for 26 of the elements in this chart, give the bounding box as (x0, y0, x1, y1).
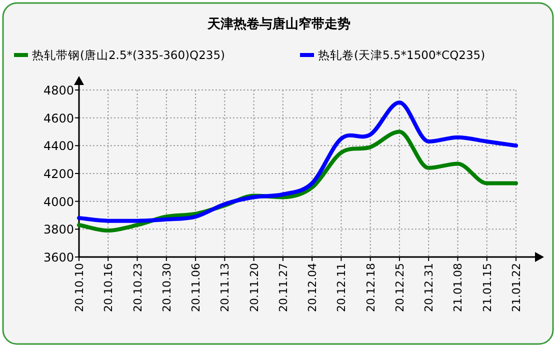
y-tick-label: 4200 (43, 167, 74, 181)
y-tick-label: 3600 (43, 250, 74, 264)
x-tick-label: 20.11.27 (276, 263, 290, 312)
x-tick-label: 20.11.20 (248, 263, 261, 312)
x-tick-label: 20.12.18 (364, 263, 378, 312)
x-tick-label: 21.01.15 (480, 263, 494, 312)
x-tick-label: 21.01.08 (452, 263, 465, 312)
x-tick-label: 20.12.31 (422, 263, 436, 312)
y-tick-label: 4400 (43, 139, 74, 154)
y-tick-label: 4800 (43, 84, 74, 98)
x-tick-label: 20.12.04 (306, 263, 320, 312)
y-tick-label: 4600 (43, 111, 74, 126)
x-tick-label: 20.10.16 (102, 263, 116, 312)
legend-label: 热轧带钢(唐山2.5*(335-360)Q235) (32, 48, 226, 62)
x-tick-label: 20.10.30 (160, 263, 174, 312)
x-tick-label: 20.12.25 (393, 263, 406, 312)
x-tick-label: 20.12.11 (335, 263, 348, 312)
x-tick-label: 20.11.13 (218, 263, 232, 312)
x-tick-label: 21.01.22 (510, 263, 523, 312)
x-tick-label: 20.10.10 (73, 263, 86, 312)
legend-label: 热轧卷(天津5.5*1500*CQ235) (318, 48, 486, 62)
x-tick-label: 20.11.06 (190, 263, 203, 312)
y-tick-label: 4000 (43, 194, 74, 209)
y-tick-label: 3800 (43, 222, 74, 237)
x-tick-label: 20.10.23 (131, 263, 144, 312)
chart-title: 天津热卷与唐山窄带走势 (206, 16, 350, 32)
